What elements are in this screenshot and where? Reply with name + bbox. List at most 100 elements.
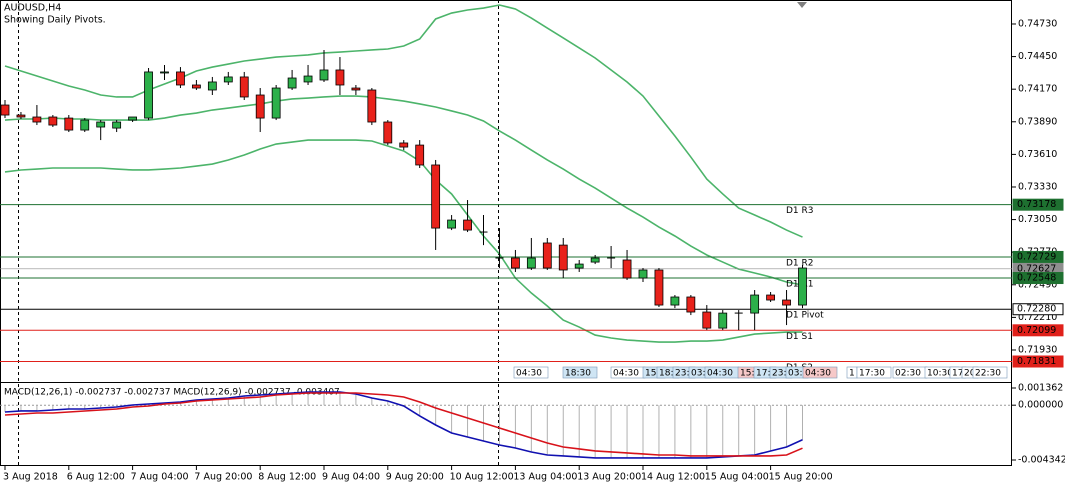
y-tick-label: 0.71930 [1018, 344, 1057, 355]
candle-body [239, 76, 249, 98]
time-marker-label: 1 [849, 369, 855, 379]
candle-body [351, 87, 361, 91]
time-marker-label: 23: [675, 369, 689, 379]
price-box-label: 0.72280 [1017, 304, 1056, 315]
x-tick-label: 7 Aug 04:00 [131, 472, 189, 483]
y-tick-label: 0.73610 [1018, 149, 1057, 160]
candle-body [622, 259, 632, 279]
candle-body [160, 71, 169, 74]
x-tick-label: 15 Aug 20:00 [769, 472, 833, 483]
y-tick-label: 0.72490 [1018, 279, 1057, 290]
time-marker-label: 04:30 [805, 369, 831, 379]
price-box-label: 0.72627 [1017, 263, 1056, 274]
time-marker [513, 366, 549, 379]
time-marker-label: 17: [756, 369, 770, 379]
x-tick-label: 8 Aug 12:00 [258, 472, 316, 483]
y-tick-label: 0.73050 [1018, 214, 1057, 225]
time-marker-label: 15: [645, 369, 659, 379]
x-tick-label: 13 Aug 20:00 [577, 472, 641, 483]
time-marker-label: 03: [691, 369, 705, 379]
x-tick-label: 3 Aug 2018 [3, 472, 58, 483]
time-marker-label: 18: [659, 369, 673, 379]
candle-body [750, 294, 760, 314]
candle-body [16, 114, 26, 118]
time-marker-label: 04:30 [613, 369, 639, 379]
candle-body [798, 267, 807, 306]
candle-body [558, 244, 568, 271]
candle-body [48, 116, 58, 126]
x-tick-label: 10 Aug 12:00 [450, 472, 514, 483]
candle-body [32, 116, 42, 123]
time-marker-label: 23: [772, 369, 786, 379]
candle-body [255, 94, 265, 119]
time-marker-label: 15: [740, 369, 754, 379]
candle-body [463, 219, 472, 231]
candle-body [96, 121, 106, 128]
candle-body [654, 269, 664, 306]
candle-body [526, 257, 536, 269]
candle-body [670, 296, 680, 306]
band-line [4, 4, 803, 238]
candle-body [367, 89, 377, 123]
candle-body [431, 164, 441, 229]
candle-body [223, 76, 233, 83]
candle-body [399, 142, 409, 148]
y-tick-label: 0.73330 [1018, 181, 1057, 192]
y-tick-label: -0.004342 [1018, 455, 1065, 466]
level-label: D1 Pivot [786, 311, 824, 321]
price-box [1012, 303, 1064, 316]
y-tick-label: 0.73890 [1018, 116, 1057, 127]
y-tick-label: 0.74450 [1018, 51, 1057, 62]
price-box-label: 0.72548 [1017, 273, 1056, 284]
shift-marker [797, 2, 807, 8]
x-tick-label: 9 Aug 04:00 [322, 472, 380, 483]
time-marker-label: 02:30 [895, 369, 921, 379]
candle-body [271, 87, 281, 119]
candle-body [128, 116, 138, 121]
candle-body [335, 69, 345, 86]
time-marker-label: 22:30 [975, 369, 1001, 379]
candle-body [112, 121, 122, 129]
x-tick-label: 14 Aug 12:00 [641, 472, 705, 483]
price-box-label: 0.73178 [1017, 199, 1056, 210]
band-line [4, 95, 803, 286]
candle-body [80, 119, 90, 131]
candle-body [64, 117, 74, 131]
candle-body [287, 77, 297, 89]
time-marker-label: 10:30 [927, 369, 953, 379]
candle-body [191, 84, 201, 89]
indicator-line [4, 391, 803, 459]
candle-body [686, 296, 696, 313]
price-box [1012, 250, 1064, 263]
level-label: D1 R2 [786, 258, 814, 268]
time-marker-label: 18:30 [565, 369, 591, 379]
price-box-label: 0.72729 [1017, 251, 1056, 262]
time-marker-label: 20 [964, 369, 976, 379]
x-tick-label: 6 Aug 12:00 [67, 472, 125, 483]
time-marker [802, 366, 838, 379]
candle-body [383, 121, 393, 144]
x-tick-label: 7 Aug 20:00 [194, 472, 252, 483]
price-box-label: 0.71831 [1017, 356, 1056, 367]
candle-body [510, 257, 520, 269]
indicator-line [4, 392, 803, 457]
y-tick-label: 0.72210 [1018, 312, 1057, 323]
candle-body [319, 69, 329, 81]
level-label: D1 R3 [786, 206, 814, 216]
time-marker-label: 04:30 [707, 369, 733, 379]
price-box [1012, 272, 1064, 285]
x-tick-label: 15 Aug 04:00 [705, 472, 769, 483]
candle-body [638, 269, 648, 279]
candle-body [176, 71, 185, 86]
price-box [1012, 198, 1064, 211]
candle-body [718, 312, 728, 329]
price-box [1012, 355, 1064, 368]
candle-body [702, 311, 712, 329]
time-marker [562, 366, 598, 379]
chart-title: AUDUSD,H4 [4, 3, 61, 14]
band-line [4, 139, 803, 343]
candle-body [0, 104, 10, 116]
candle-body [766, 294, 775, 301]
time-marker [972, 366, 1008, 379]
